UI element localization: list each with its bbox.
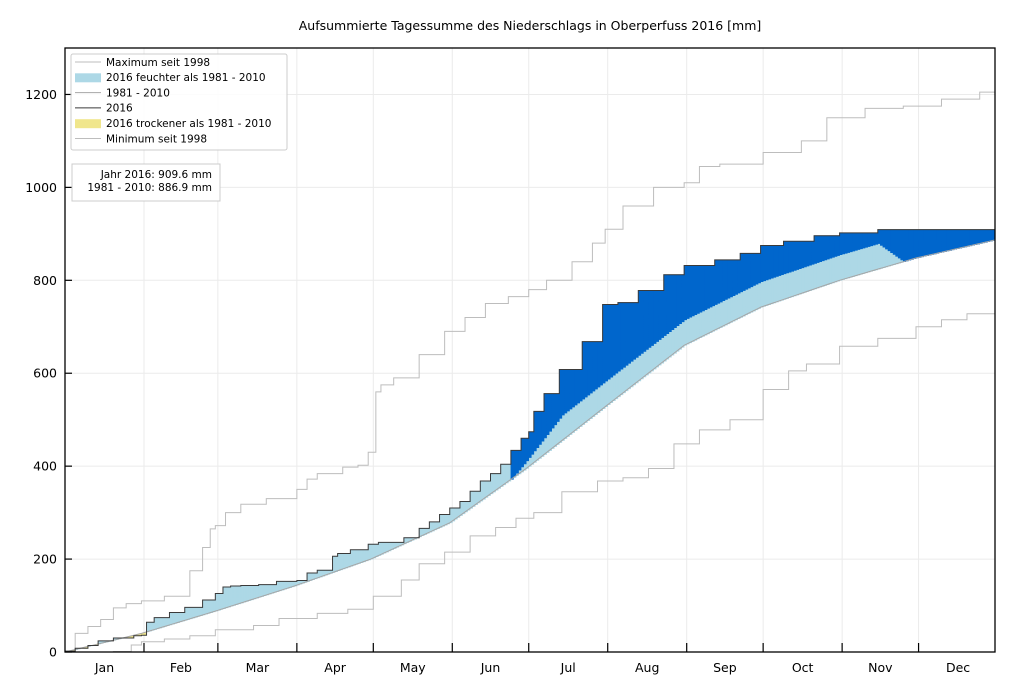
annotation-line-2016: Jahr 2016: 909.6 mm bbox=[100, 169, 212, 181]
plot-frame bbox=[64, 47, 996, 653]
y-tick-label: 400 bbox=[33, 459, 57, 474]
x-tick-label: Jul bbox=[560, 660, 576, 675]
legend-label: Minimum seit 1998 bbox=[106, 133, 207, 145]
x-tick-label: Dec bbox=[946, 660, 970, 675]
y-tick-label: 1000 bbox=[25, 180, 57, 195]
fill-areas bbox=[64, 229, 996, 653]
y-tick-label: 200 bbox=[33, 552, 57, 567]
legend-label: 2016 bbox=[106, 103, 133, 115]
x-tick-label: Mar bbox=[246, 660, 270, 675]
x-tick-label: Aug bbox=[635, 660, 659, 675]
chart-title: Aufsummierte Tagessumme des Niederschlag… bbox=[299, 18, 762, 33]
series-maximum bbox=[65, 88, 996, 653]
x-tick-label: Jan bbox=[94, 660, 114, 675]
legend-swatch bbox=[75, 119, 101, 129]
series-1981-2010 bbox=[64, 239, 996, 653]
x-axis: Jan Feb Mar Apr May Jun Jul Aug Sep Oct Nov Dec bbox=[94, 643, 970, 675]
legend-label: Maximum seit 1998 bbox=[106, 57, 210, 69]
series-lines bbox=[64, 88, 996, 653]
annotation-frame bbox=[71, 163, 221, 202]
y-tick-label: 1200 bbox=[25, 87, 57, 102]
annotation-box: Jahr 2016: 909.6 mm 1981 - 2010: 886.9 m… bbox=[71, 163, 221, 202]
y-axis: 0 200 400 600 800 1000 1200 bbox=[25, 87, 72, 660]
legend-label: 2016 feuchter als 1981 - 2010 bbox=[106, 72, 266, 84]
y-tick-label: 600 bbox=[33, 366, 57, 381]
legend: Maximum seit 1998 2016 feuchter als 1981 … bbox=[70, 53, 288, 151]
legend-label: 1981 - 2010 bbox=[106, 87, 170, 99]
x-tick-label: Nov bbox=[868, 660, 893, 675]
x-tick-label: May bbox=[400, 660, 426, 675]
x-tick-label: Jun bbox=[480, 660, 501, 675]
legend-label: 2016 trockener als 1981 - 2010 bbox=[106, 118, 271, 130]
legend-box bbox=[70, 53, 288, 151]
y-tick-label: 800 bbox=[33, 273, 57, 288]
x-tick-label: Sep bbox=[713, 660, 737, 675]
legend-swatch bbox=[75, 73, 101, 83]
annotation-line-clim: 1981 - 2010: 886.9 mm bbox=[87, 182, 212, 194]
series-minimum bbox=[65, 308, 996, 653]
x-tick-label: Oct bbox=[792, 660, 814, 675]
y-tick-label: 0 bbox=[49, 645, 57, 660]
x-tick-label: Feb bbox=[170, 660, 192, 675]
series-2016 bbox=[65, 229, 996, 652]
x-tick-label: Apr bbox=[324, 660, 346, 675]
area-much-wetter bbox=[510, 229, 996, 480]
